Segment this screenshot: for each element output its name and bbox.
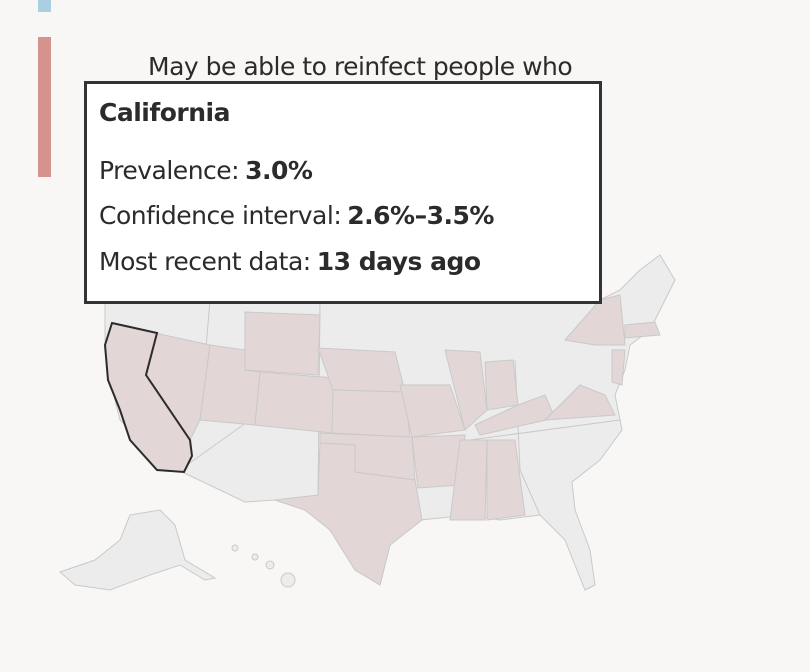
state-indiana bbox=[484, 359, 519, 411]
state-kentucky bbox=[474, 394, 556, 436]
state-new-jersey bbox=[611, 349, 626, 386]
state-new-york bbox=[564, 294, 626, 346]
state-kansas bbox=[331, 389, 411, 438]
state-borders bbox=[469, 419, 621, 441]
tooltip: California Prevalence: 3.0% Confidence in… bbox=[84, 81, 602, 304]
row-label: Prevalence: bbox=[99, 156, 240, 185]
state-mississippi bbox=[449, 439, 488, 521]
tooltip-row: Confidence interval: 2.6%–3.5% bbox=[99, 201, 494, 230]
hawaii-island bbox=[280, 572, 296, 588]
state-nebraska bbox=[317, 347, 406, 393]
state-california bbox=[103, 321, 194, 474]
legend-swatch-red bbox=[38, 37, 51, 177]
hawaii bbox=[231, 544, 296, 588]
state-texas bbox=[274, 442, 423, 586]
hawaii-island bbox=[251, 553, 259, 561]
legend-swatch-blue bbox=[38, 0, 51, 12]
row-label: Confidence interval: bbox=[99, 201, 342, 230]
state-colorado bbox=[254, 371, 336, 434]
hawaii-island bbox=[265, 560, 275, 570]
tooltip-row: Most recent data: 13 days ago bbox=[99, 247, 481, 276]
row-label: Most recent data: bbox=[99, 247, 311, 276]
row-value: 2.6%–3.5% bbox=[347, 201, 494, 230]
row-value: 3.0% bbox=[245, 156, 313, 185]
state-alabama bbox=[486, 439, 526, 521]
row-value: 13 days ago bbox=[316, 247, 481, 276]
state-wyoming bbox=[244, 311, 321, 376]
state-virginia bbox=[543, 384, 616, 421]
hawaii-island bbox=[231, 544, 239, 552]
state-massachusetts bbox=[624, 321, 661, 339]
legend-text: May be able to reinfect people who bbox=[148, 52, 573, 81]
tooltip-title: California bbox=[99, 98, 230, 127]
tooltip-row: Prevalence: 3.0% bbox=[99, 156, 313, 185]
alaska bbox=[59, 509, 217, 591]
